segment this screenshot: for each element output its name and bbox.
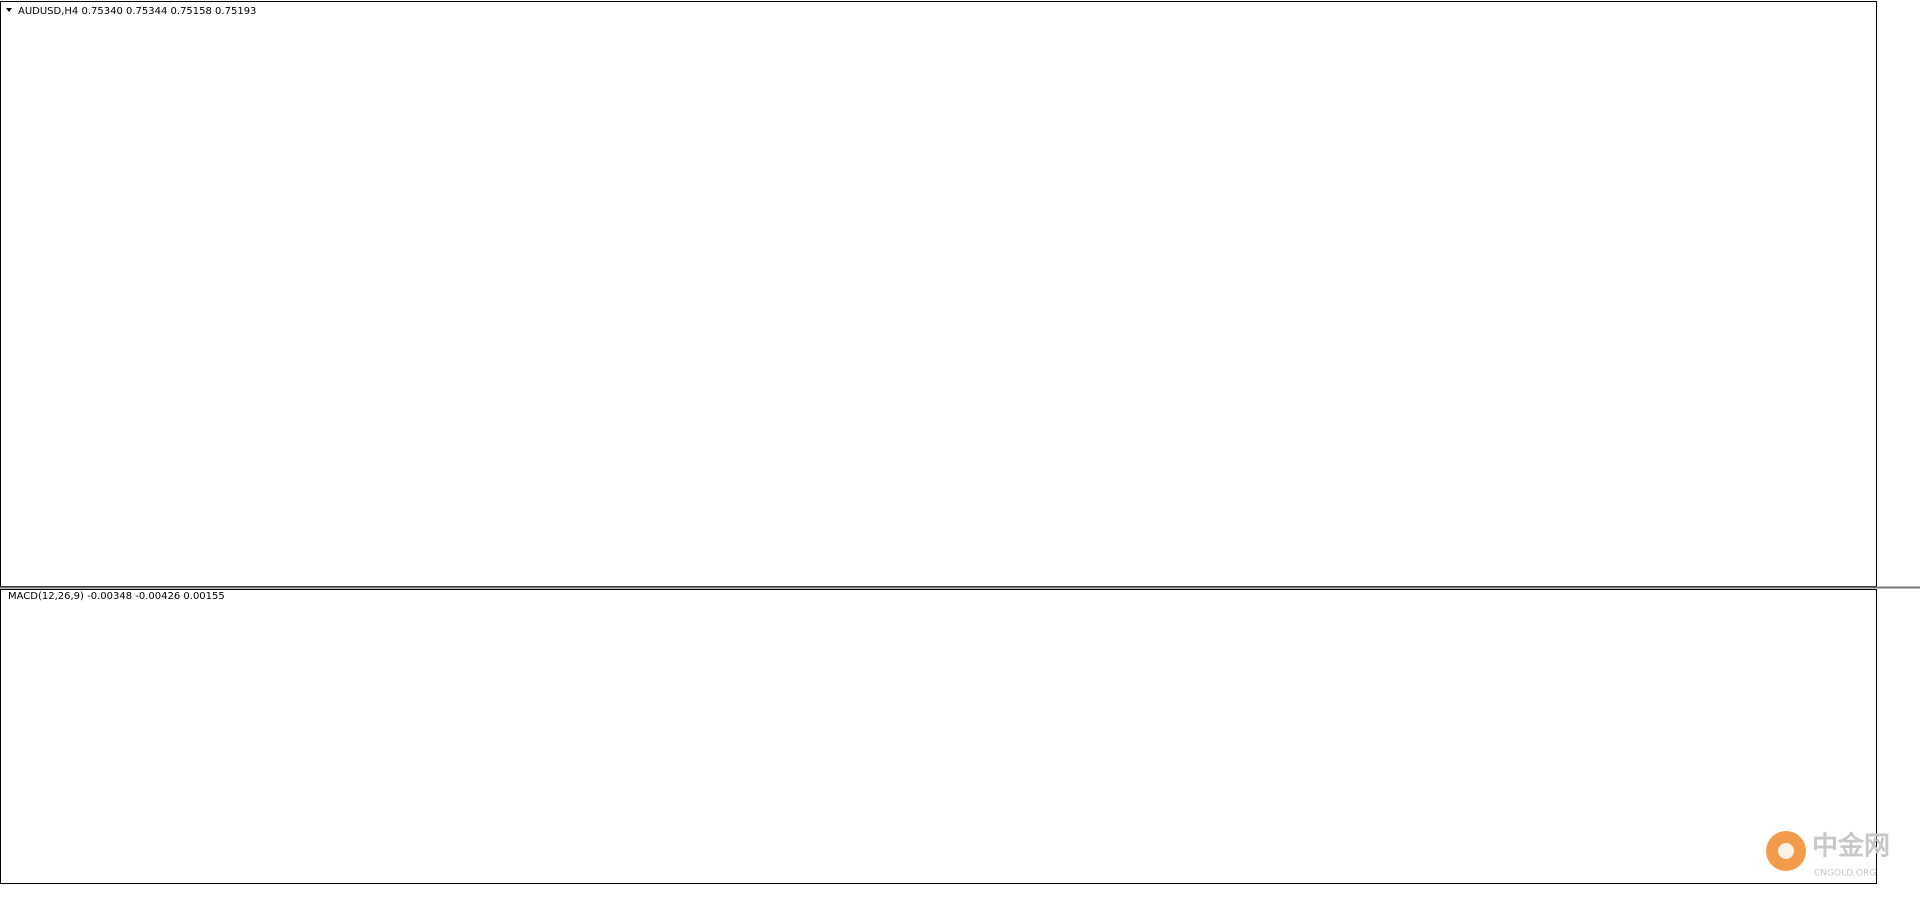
price-panel (0, 1, 1877, 587)
macd-title: MACD(12,26,9) -0.00348 -0.00426 0.00155 (8, 591, 225, 602)
macd-panel (0, 589, 1877, 884)
watermark-text: 中金网 (1812, 831, 1890, 862)
watermark-subtext: CNGOLD.ORG (1814, 869, 1876, 879)
price-title: AUDUSD,H4 0.75340 0.75344 0.75158 0.7519… (18, 6, 256, 17)
menu-triangle (6, 8, 12, 12)
watermark-logo-inner (1778, 843, 1794, 859)
